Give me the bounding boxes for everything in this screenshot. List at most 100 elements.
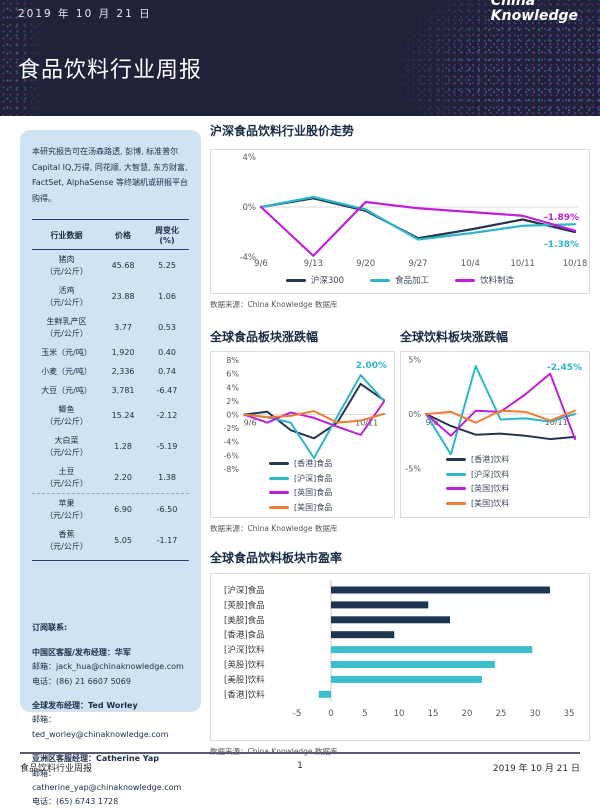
svg-text:0%: 0% [408,410,421,419]
svg-text:-5%: -5% [405,465,421,474]
commodity-name: 土豆 （元/公斤） [45,466,88,488]
svg-text:-4%: -4% [239,253,256,263]
svg-text:-8%: -8% [223,465,239,474]
commodity-price: 1,920 [111,348,135,358]
svg-text:9/6: 9/6 [244,419,257,428]
commodity-name: 活鸡 （元/公斤） [45,285,88,307]
col-change-header: 周变化 (%) [155,226,179,246]
contact-heading: 订阅联系: [32,623,68,633]
legend-swatch [269,491,289,494]
svg-text:[沪深]食品: [沪深]食品 [224,585,265,596]
chart1-title: 沪深食品饮料行业股价走势 [210,124,355,138]
source-caption-2: 数据来源：China Knowledge 数据库 [210,524,338,533]
svg-text:10/4: 10/4 [461,259,480,269]
svg-text:25: 25 [496,709,507,719]
contact-title: 中国区客服/发布经理：华军 [32,647,131,657]
commodity-name: 大白菜 （元/公斤） [45,435,88,457]
commodity-name: 小麦（元/吨） [41,366,92,376]
svg-text:5: 5 [362,709,367,719]
svg-text:[香港]饮料: [香港]饮料 [224,689,265,700]
legend-label: [沪深]饮料 [471,469,510,479]
svg-text:5%: 5% [408,356,421,365]
commodity-price: 23.88 [111,292,135,302]
svg-text:-5: -5 [293,709,301,719]
svg-text:6%: 6% [226,370,239,379]
contact-blocks: 中国区客服/发布经理：华军邮箱：jack_hua@chinaknowledge.… [32,646,189,810]
industry-table-row: 生鲜乳产区 （元/公斤） 3.77 0.53 [32,312,189,343]
weekly-change: -2.12 [156,411,178,421]
legend-item: [美国]饮料 [446,498,509,509]
dot-pattern-left-decoration [0,0,46,116]
svg-text:4%: 4% [226,383,239,392]
commodity-name: 生鲜乳产区 （元/公斤） [45,316,88,338]
svg-text:[沪深]饮料: [沪深]饮料 [224,645,265,656]
legend-item: [沪深]饮料 [446,469,509,480]
source-caption-1: 数据来源：China Knowledge 数据库 [210,300,338,309]
chart-legend: [香港]饮料 [沪深]饮料 [英国]饮料 [美国]饮料 [446,454,509,512]
svg-text:0: 0 [328,709,333,719]
report-title: 食品饮料行业周报 [18,58,203,83]
industry-table-row: 活鸡 （元/公斤） 23.88 1.06 [32,281,189,312]
svg-text:[香港]食品: [香港]食品 [224,630,265,641]
svg-text:-4%: -4% [223,438,239,447]
legend-swatch [446,487,466,490]
svg-text:0%: 0% [226,411,239,420]
legend-swatch [269,462,289,465]
distribution-note: 本研究报告可在汤森路透, 彭博, 标准普尔 Capital IQ,万得, 同花顺… [32,147,188,203]
weekly-change: 0.40 [158,348,176,358]
commodity-name: 猪肉 （元/公斤） [45,254,88,276]
legend-label: [沪深]食品 [294,473,333,483]
info-sidebar: 本研究报告可在汤森路透, 彭博, 标准普尔 Capital IQ,万得, 同花顺… [20,130,201,806]
legend-item: [香港]饮料 [446,454,509,465]
svg-text:[英股]食品: [英股]食品 [224,600,265,611]
industry-table-body: 猪肉 （元/公斤） 45.68 5.25 活鸡 （元/公斤） 23.88 1.06 生鲜乳产区（… [32,250,189,556]
legend-swatch [269,505,289,509]
chart-legend: 沪深300 食品加工 饮料制造 [211,274,589,286]
svg-text:30: 30 [530,709,541,719]
contact-line: 邮箱：catherine_yap@chinaknowledge.com [32,768,182,792]
contact-block: 全球发布经理：Ted Worley 邮箱：ted_worley@chinaknow… [32,699,189,742]
legend-item: [香港]食品 [269,458,332,469]
svg-text:4%: 4% [243,153,257,163]
report-date: 2019 年 10 月 21 日 [18,8,152,20]
legend-item: [美国]食品 [269,502,332,513]
global-beverage-chart: 5% 0% -5% 9/6 10/11 -2.45% [香港]饮料 [沪深]饮料 [英国]饮料[… [400,351,590,518]
legend-label: 沪深300 [310,276,345,286]
legend-swatch [446,472,466,476]
commodity-name: 苹果 （元/公斤） [45,498,88,520]
weekly-change: -5.19 [156,442,178,452]
commodity-price: 15.24 [111,411,135,421]
legend-item: [沪深]食品 [269,473,332,484]
svg-text:2.00%: 2.00% [356,361,387,371]
commodity-price: 45.68 [111,261,135,271]
contact-block: 中国区客服/发布经理：华军邮箱：jack_hua@chinaknowledge.… [32,646,189,689]
svg-text:[美股]饮料: [美股]饮料 [224,674,265,685]
industry-table-row: 鲫鱼 （元/公斤） 15.24 -2.12 [32,400,189,431]
chart3-title: 全球饮料板块涨跌幅 [400,330,509,344]
svg-text:-1.38%: -1.38% [544,240,579,250]
logo-line-2: Knowledge [490,8,578,25]
weekly-change: 1.06 [158,292,176,302]
industry-table-row: 大豆（元/吨） 3,781 -6.47 [32,381,189,400]
industry-table-row: 大白菜 （元/公斤） 1.28 -5.19 [32,431,189,462]
svg-text:35: 35 [564,709,575,719]
svg-text:10: 10 [394,709,405,719]
contact-line: 电话：(65) 6743 1728 [32,797,119,807]
table-bottom-rule [32,560,189,562]
commodity-price: 6.90 [114,505,132,515]
col-industry-header: 行业数据 [50,230,83,240]
svg-text:2%: 2% [226,397,239,406]
contact-title: 亚洲区客服经理：Catherine Yap [32,754,159,764]
dot-pattern-right-decoration [330,0,600,116]
commodity-price: 1.28 [114,442,132,452]
price-trend-chart: 4% 0% -4% 9/6 9/13 9/20 9/27 10/4 10/11 10/18 -1.8… [210,149,590,294]
logo-line-1: China [490,0,536,9]
subscription-contacts: 订阅联系: 中国区客服/发布经理：华军邮箱：jack_hua@chinaknow… [32,621,189,809]
legend-swatch [446,458,466,461]
page-number: 1 [297,761,303,771]
legend-item: [英国]饮料 [446,483,509,494]
contact-line: 邮箱：jack_hua@chinaknowledge.com [32,662,184,672]
weekly-change: 1.38 [158,473,176,483]
col-price-header: 价格 [115,230,132,240]
contact-title: 全球发布经理：Ted Worley [32,700,138,710]
